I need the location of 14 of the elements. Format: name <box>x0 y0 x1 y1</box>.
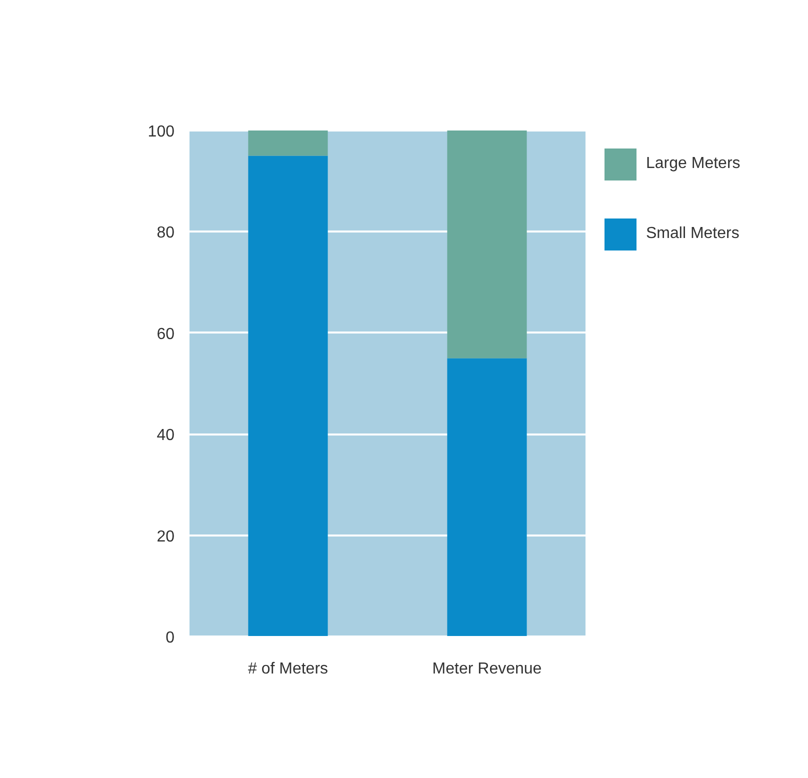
y-tick-label: 40 <box>156 427 175 444</box>
bar <box>248 156 328 636</box>
legend-label: Large Meters <box>646 155 740 173</box>
y-tick-label: 80 <box>156 224 175 242</box>
bar <box>447 130 527 358</box>
bar <box>447 358 527 636</box>
y-tick-label: 0 <box>166 630 175 646</box>
y-tick-label: 60 <box>156 326 175 343</box>
x-tick-label: # of Meters <box>248 660 328 678</box>
y-tick-label: 20 <box>156 528 175 546</box>
bar <box>248 130 328 156</box>
legend-label: Small Meters <box>646 225 740 243</box>
x-tick-label: Meter Revenue <box>432 660 542 678</box>
y-tick-label: 100 <box>148 124 175 140</box>
